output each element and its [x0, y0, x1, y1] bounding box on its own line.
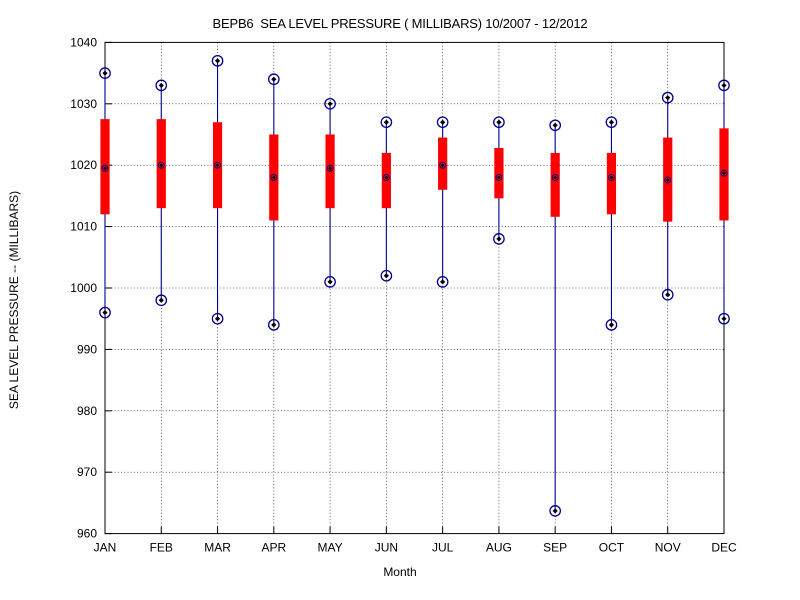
svg-text:OCT: OCT: [599, 541, 625, 555]
svg-text:980: 980: [77, 404, 97, 418]
svg-text:1040: 1040: [70, 35, 97, 49]
svg-text:NOV: NOV: [655, 541, 681, 555]
svg-text:SEP: SEP: [543, 541, 567, 555]
svg-text:970: 970: [77, 465, 97, 479]
svg-text:APR: APR: [261, 541, 286, 555]
svg-text:JUL: JUL: [432, 541, 454, 555]
svg-text:1010: 1010: [70, 220, 97, 234]
svg-text:1000: 1000: [70, 281, 97, 295]
svg-text:1020: 1020: [70, 158, 97, 172]
svg-text:JUN: JUN: [375, 541, 398, 555]
svg-text:MAR: MAR: [204, 541, 231, 555]
svg-text:FEB: FEB: [150, 541, 173, 555]
svg-text:DEC: DEC: [711, 541, 737, 555]
svg-text:990: 990: [77, 342, 97, 356]
svg-text:1030: 1030: [70, 97, 97, 111]
svg-text:960: 960: [77, 527, 97, 541]
svg-text:MAY: MAY: [318, 541, 343, 555]
svg-text:JAN: JAN: [94, 541, 117, 555]
svg-text:AUG: AUG: [486, 541, 512, 555]
